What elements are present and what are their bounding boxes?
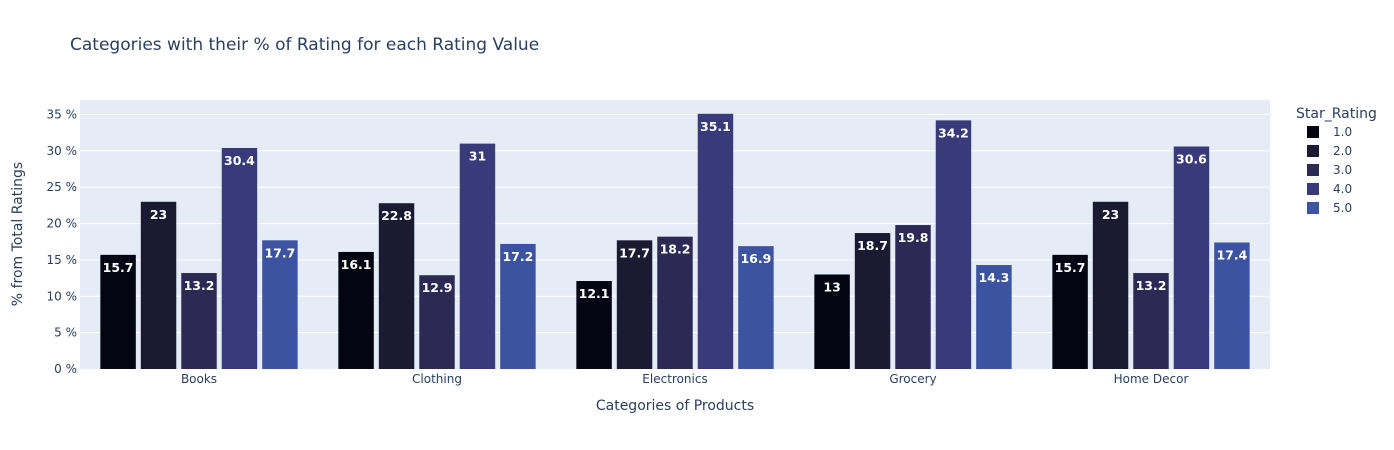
bar-value-label: 30.4: [224, 153, 255, 168]
bar-grocery-1.0[interactable]: [814, 274, 850, 369]
bar-value-label: 17.4: [1216, 247, 1247, 262]
legend-swatch: [1307, 202, 1319, 214]
bar-home-decor-2.0[interactable]: [1092, 201, 1129, 369]
legend-label: 2.0: [1333, 144, 1352, 158]
bar-books-3.0[interactable]: [181, 273, 217, 369]
bar-books-4.0[interactable]: [221, 147, 258, 369]
chart-title: Categories with their % of Rating for ea…: [70, 35, 539, 55]
legend-item[interactable]: 4.0: [1307, 182, 1352, 196]
x-tick-label: Home Decor: [1114, 372, 1189, 386]
legend-title: Star_Rating: [1296, 106, 1377, 122]
bars: [100, 113, 1250, 370]
bar-value-label: 14.3: [978, 270, 1009, 285]
bar-value-label: 15.7: [1055, 260, 1086, 275]
bar-value-label: 17.7: [264, 245, 295, 260]
legend-item[interactable]: 2.0: [1307, 144, 1352, 158]
bar-labels: 15.7 23 13.2 30.4 17.7 16.1 22.8 12.9 31 17.2 12.1…: [103, 119, 1248, 301]
bar-grocery-4.0[interactable]: [935, 120, 972, 370]
bar-value-label: 12.1: [579, 286, 610, 301]
bar-home-decor-4.0[interactable]: [1173, 146, 1210, 369]
x-tick-label: Grocery: [889, 372, 936, 386]
bar-home-decor-1.0[interactable]: [1052, 254, 1088, 369]
legend-label: 3.0: [1333, 163, 1352, 177]
bar-electronics-2.0[interactable]: [616, 240, 653, 369]
y-tick-label: 10 %: [47, 289, 78, 303]
bar-value-label: 30.6: [1176, 152, 1207, 167]
bar-value-label: 17.7: [619, 245, 650, 260]
x-tick-label: Books: [181, 372, 217, 386]
bar-grocery-2.0[interactable]: [854, 233, 891, 369]
legend-items[interactable]: 1.0 2.0 3.0 4.0 5.0: [1307, 125, 1352, 215]
bar-value-label: 17.2: [502, 249, 533, 264]
legend[interactable]: Star_Rating 1.0 2.0 3.0 4.0 5.0: [1296, 106, 1377, 215]
bar-home-decor-3.0[interactable]: [1133, 273, 1169, 369]
x-tick-label: Clothing: [412, 372, 462, 386]
bar-electronics-3.0[interactable]: [657, 236, 693, 369]
y-axis-title: % from Total Ratings: [10, 162, 26, 306]
x-axis-ticks: Books Clothing Electronics Grocery Home Deco…: [181, 372, 1189, 386]
bar-value-label: 18.7: [857, 238, 888, 253]
bar-grocery-3.0[interactable]: [895, 225, 931, 369]
bar-value-label: 15.7: [103, 260, 134, 275]
y-axis-ticks: 0 % 5 % 10 % 15 % 20 % 25 % 30 % 35 %: [47, 108, 78, 376]
y-tick-label: 5 %: [54, 326, 77, 340]
y-tick-label: 15 %: [47, 253, 78, 267]
bar-value-label: 13: [823, 279, 840, 294]
bar-value-label: 23: [150, 207, 167, 222]
bar-clothing-2.0[interactable]: [378, 203, 415, 369]
legend-label: 5.0: [1333, 201, 1352, 215]
bar-value-label: 31: [469, 149, 486, 164]
x-tick-label: Electronics: [642, 372, 707, 386]
bar-value-label: 13.2: [1136, 278, 1167, 293]
bar-value-label: 18.2: [660, 242, 691, 257]
y-tick-label: 20 %: [47, 217, 78, 231]
bar-clothing-1.0[interactable]: [338, 251, 374, 369]
bar-value-label: 22.8: [381, 208, 412, 223]
bar-value-label: 13.2: [184, 278, 215, 293]
bar-clothing-5.0[interactable]: [500, 243, 536, 369]
bar-value-label: 35.1: [700, 119, 731, 134]
bar-value-label: 34.2: [938, 125, 969, 140]
bar-value-label: 12.9: [422, 280, 453, 295]
bar-home-decor-5.0[interactable]: [1214, 242, 1250, 369]
bar-value-label: 16.9: [740, 251, 771, 266]
y-tick-label: 25 %: [47, 180, 78, 194]
bar-books-2.0[interactable]: [140, 201, 177, 369]
bar-value-label: 19.8: [898, 230, 929, 245]
bar-books-1.0[interactable]: [100, 254, 136, 369]
bar-clothing-4.0[interactable]: [459, 143, 496, 369]
legend-item[interactable]: 3.0: [1307, 163, 1352, 177]
legend-swatch: [1307, 183, 1319, 195]
legend-label: 4.0: [1333, 182, 1352, 196]
y-tick-label: 35 %: [47, 108, 78, 122]
bar-books-5.0[interactable]: [262, 240, 298, 369]
legend-item[interactable]: 5.0: [1307, 201, 1352, 215]
y-tick-label: 30 %: [47, 144, 78, 158]
legend-swatch: [1307, 126, 1319, 138]
bar-electronics-5.0[interactable]: [738, 246, 774, 369]
bar-clothing-3.0[interactable]: [419, 275, 455, 369]
legend-item[interactable]: 1.0: [1307, 125, 1352, 139]
bar-value-label: 23: [1102, 207, 1119, 222]
x-axis-title: Categories of Products: [596, 398, 754, 414]
bar-electronics-1.0[interactable]: [576, 281, 612, 369]
legend-swatch: [1307, 164, 1319, 176]
bar-value-label: 16.1: [341, 257, 372, 272]
bar-electronics-4.0[interactable]: [697, 113, 734, 370]
legend-swatch: [1307, 145, 1319, 157]
legend-label: 1.0: [1333, 125, 1352, 139]
y-tick-label: 0 %: [54, 362, 77, 376]
bar-grocery-5.0[interactable]: [976, 265, 1012, 369]
